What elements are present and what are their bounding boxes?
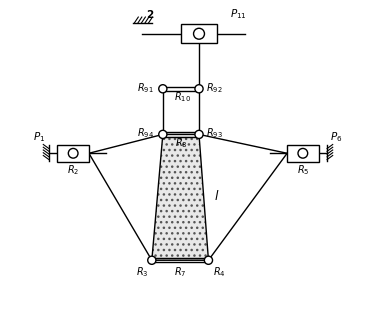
- Text: $l$: $l$: [214, 189, 219, 203]
- Bar: [181, 24, 217, 44]
- Text: $R_3$: $R_3$: [136, 265, 149, 279]
- Text: $R_{10}$: $R_{10}$: [174, 91, 191, 105]
- Text: $R_{91}$: $R_{91}$: [137, 81, 154, 95]
- Text: 2: 2: [147, 9, 154, 20]
- Text: $P_{11}$: $P_{11}$: [230, 7, 247, 21]
- Circle shape: [205, 256, 212, 264]
- Bar: [58, 145, 89, 162]
- Text: $R_{93}$: $R_{93}$: [206, 127, 223, 140]
- Text: $R_4$: $R_4$: [213, 265, 226, 279]
- Circle shape: [298, 149, 308, 158]
- Text: $P_6$: $P_6$: [330, 131, 343, 144]
- Circle shape: [159, 85, 167, 93]
- Polygon shape: [152, 134, 208, 260]
- Text: $R_{92}$: $R_{92}$: [206, 81, 223, 95]
- Text: $P_1$: $P_1$: [33, 131, 45, 144]
- Text: $R_5$: $R_5$: [297, 164, 309, 178]
- Circle shape: [195, 130, 203, 138]
- Text: $R_7$: $R_7$: [174, 265, 186, 279]
- Circle shape: [194, 28, 205, 39]
- Bar: [287, 145, 318, 162]
- Circle shape: [148, 256, 156, 264]
- Circle shape: [195, 85, 203, 93]
- Text: $R_8$: $R_8$: [175, 136, 188, 150]
- Circle shape: [68, 149, 78, 158]
- Text: $R_{94}$: $R_{94}$: [137, 127, 154, 140]
- Circle shape: [159, 130, 167, 138]
- Text: $R_2$: $R_2$: [67, 164, 79, 178]
